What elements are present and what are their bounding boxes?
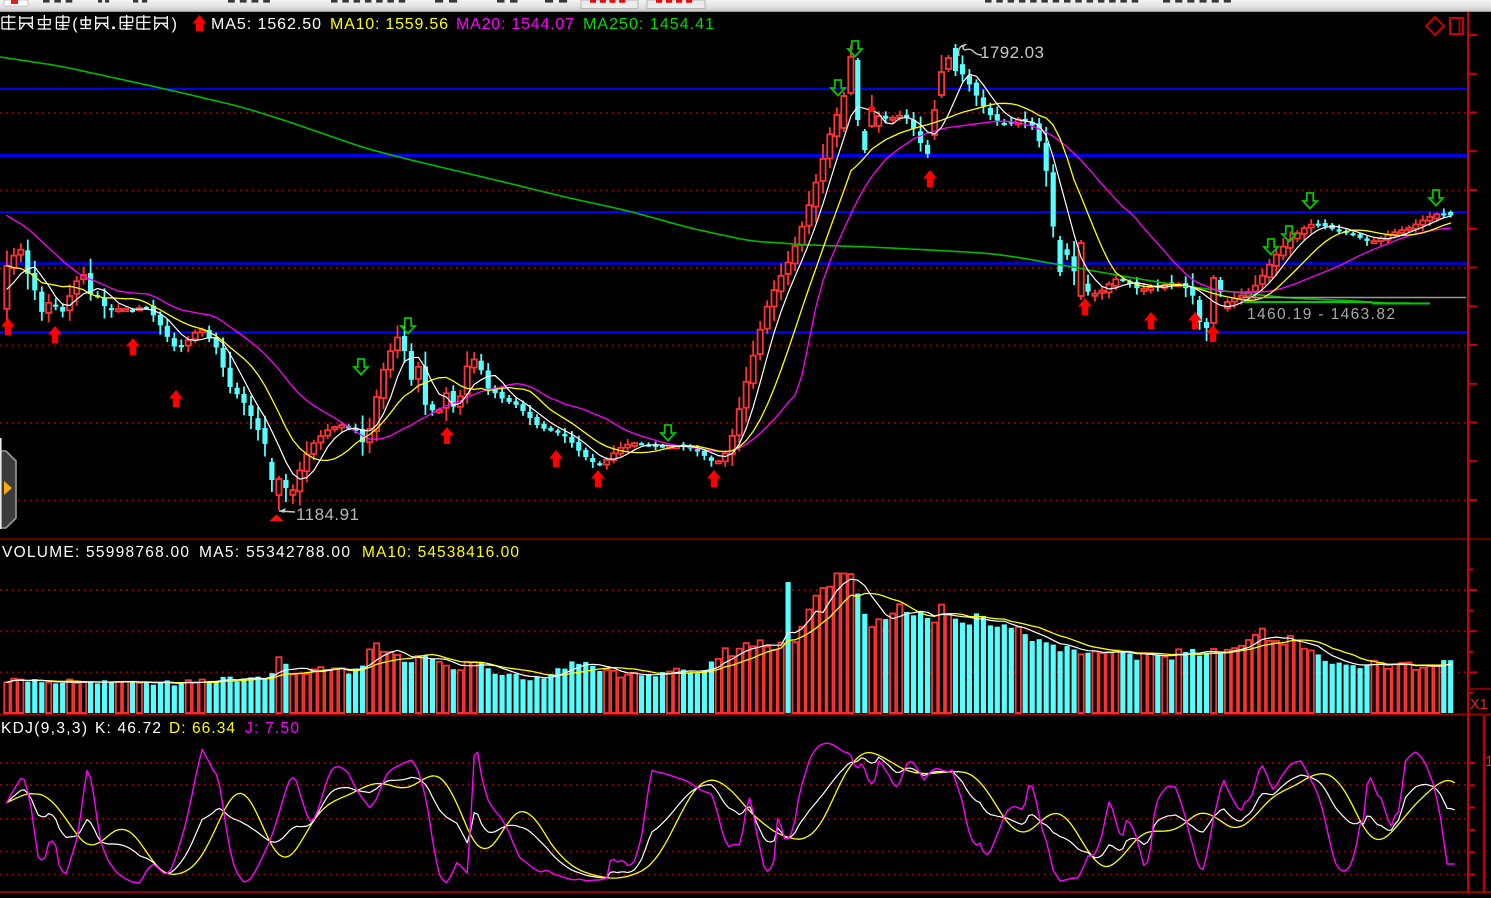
svg-text:KDJ(9,3,3): KDJ(9,3,3) [1, 720, 87, 737]
svg-text:1460.19 - 1463.82: 1460.19 - 1463.82 [1247, 306, 1395, 323]
svg-text:X1: X1 [1470, 697, 1488, 713]
svg-text:1: 1 [1485, 753, 1491, 770]
svg-text:VOLUME: 55998768.00: VOLUME: 55998768.00 [2, 544, 189, 561]
svg-text:): ) [172, 16, 177, 33]
svg-text:1184.91: 1184.91 [296, 505, 359, 524]
svg-text:(: ( [72, 16, 78, 33]
svg-text:MA250: 1454.41: MA250: 1454.41 [583, 16, 714, 33]
svg-text:K: 46.72: K: 46.72 [95, 720, 161, 737]
svg-text:MA10: 54538416.00: MA10: 54538416.00 [362, 544, 519, 561]
svg-text:J: 7.50: J: 7.50 [245, 720, 299, 737]
svg-text:1792.03: 1792.03 [980, 43, 1044, 62]
svg-text:D: 66.34: D: 66.34 [169, 720, 235, 737]
svg-text:MA5: 1562.50: MA5: 1562.50 [211, 16, 321, 33]
svg-text:MA20: 1544.07: MA20: 1544.07 [456, 16, 574, 33]
svg-text:MA10: 1559.56: MA10: 1559.56 [330, 16, 448, 33]
